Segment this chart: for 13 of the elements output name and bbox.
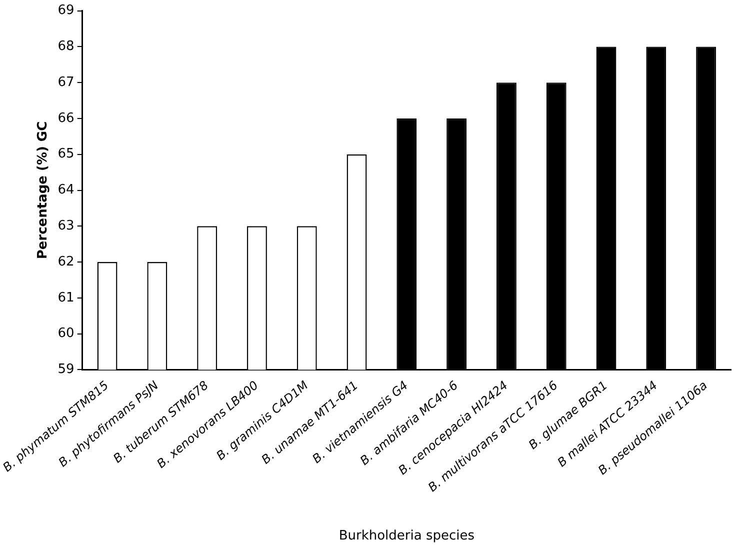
- y-tick-label: 62: [58, 254, 74, 270]
- y-tick-label: 69: [58, 3, 74, 18]
- x-axis-title: Burkholderia species: [338, 528, 475, 544]
- y-tick-label: 68: [58, 39, 74, 54]
- y-tick-label: 66: [58, 110, 74, 126]
- y-tick-label: 65: [58, 146, 74, 162]
- y-tick-label: 64: [58, 182, 74, 198]
- y-tick-label: 59: [58, 362, 74, 378]
- y-tick-label: 67: [58, 74, 74, 90]
- y-tick-label: 60: [58, 326, 74, 342]
- y-tick-label: 63: [58, 218, 74, 234]
- y-axis-title: Percentage (%) GC: [35, 121, 50, 260]
- y-tick-label: 61: [58, 290, 74, 306]
